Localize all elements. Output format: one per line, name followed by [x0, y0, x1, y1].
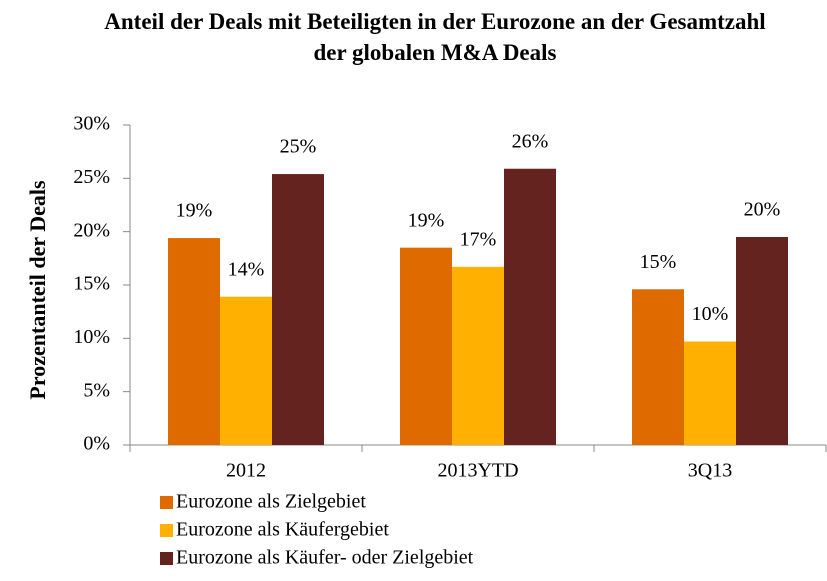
value-label: 26%	[512, 130, 549, 152]
value-label: 19%	[408, 209, 445, 231]
legend-label: Eurozone als Zielgebiet	[176, 491, 366, 513]
value-label: 17%	[460, 228, 497, 250]
value-label: 14%	[228, 258, 265, 280]
value-label: 25%	[280, 136, 317, 158]
y-tick-label: 20%	[73, 219, 110, 241]
value-label: 10%	[692, 303, 729, 325]
value-label: 20%	[744, 199, 781, 221]
legend-marker	[160, 496, 173, 509]
x-tick-label: 3Q13	[688, 460, 732, 482]
y-tick-label: 0%	[83, 433, 110, 455]
bar	[272, 174, 324, 446]
y-tick-label: 30%	[73, 113, 110, 135]
y-tick-label: 25%	[73, 166, 110, 188]
legend-marker	[160, 552, 173, 565]
x-tick-label: 2013YTD	[437, 460, 518, 482]
y-tick-label: 10%	[73, 326, 110, 348]
value-label: 19%	[176, 200, 213, 222]
chart-title: Anteil der Deals mit Beteiligten in der …	[104, 9, 766, 65]
bar	[452, 266, 504, 445]
bar	[168, 238, 220, 445]
bar	[736, 237, 788, 445]
legend-label: Eurozone als Käufer- oder Zielgebiet	[176, 547, 474, 569]
bar	[632, 289, 684, 445]
bar	[504, 168, 556, 445]
x-tick-label: 2012	[226, 460, 266, 482]
bar	[400, 247, 452, 445]
legend-label: Eurozone als Käufergebiet	[176, 519, 389, 541]
bar	[684, 341, 736, 445]
value-label: 15%	[640, 251, 677, 273]
legend-marker	[160, 524, 173, 537]
y-tick-label: 15%	[73, 273, 110, 295]
y-tick-label: 5%	[83, 379, 110, 401]
bar	[220, 296, 272, 445]
y-axis-label: Prozentanteil der Deals	[25, 180, 50, 400]
